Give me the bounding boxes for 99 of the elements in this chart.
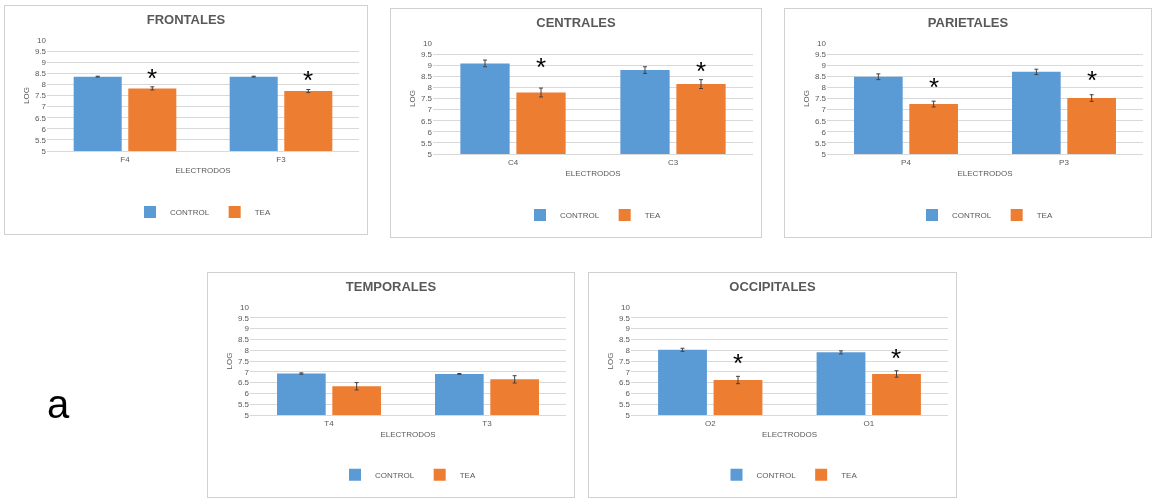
text: a: [47, 382, 70, 427]
x-tick-label: T4: [324, 418, 335, 428]
x-axis-title: ELECTRODOS: [380, 429, 436, 439]
x-tick-label: C4: [507, 157, 519, 167]
y-tick-label: 7: [821, 105, 827, 115]
annotation: *: [303, 65, 314, 95]
legend-label: TEA: [841, 470, 858, 480]
annotation: *: [696, 56, 707, 86]
y-tick-label: 6: [244, 389, 250, 399]
x-tick-label: O1: [863, 418, 875, 428]
chart-title: CENTRALES: [536, 15, 617, 31]
legend-label: TEA: [459, 470, 476, 480]
y-tick-label: 5: [625, 410, 631, 420]
y-tick-label: 6.5: [34, 113, 47, 123]
y-tick-label: 6: [625, 389, 631, 399]
y-tick-label: 5.5: [420, 138, 433, 148]
y-tick-label: 9: [821, 61, 827, 70]
y-tick-label: 9.5: [814, 49, 827, 59]
y-axis-title: LOG: [407, 90, 417, 107]
x-tick-label: O2: [704, 418, 717, 428]
x-tick-label: T3: [482, 418, 493, 428]
legend-label: CONTROL: [375, 470, 415, 480]
y-tick-label: 10: [817, 38, 827, 48]
y-tick-label: 5: [821, 149, 827, 159]
chart-title: OCCIPITALES: [729, 279, 817, 295]
y-tick-label: 9: [41, 58, 47, 67]
y-axis-title: LOG: [224, 352, 234, 370]
y-tick-label: 5.5: [814, 138, 827, 148]
y-tick-label: 7.5: [237, 356, 250, 366]
y-tick-label: 10: [37, 35, 47, 45]
legend-label: CONTROL: [560, 211, 600, 221]
y-tick-label: 6.5: [237, 378, 250, 388]
chart-title: PARIETALES: [927, 15, 1009, 31]
x-tick-label: F3: [276, 154, 287, 164]
y-tick-label: 9.5: [34, 46, 47, 56]
annotation: *: [147, 63, 158, 93]
legend-label: CONTROL: [170, 208, 210, 218]
legend-label: CONTROL: [952, 211, 992, 221]
y-tick-label: 7: [427, 105, 433, 115]
annotation: *: [733, 348, 744, 378]
y-tick-label: 5.5: [34, 135, 47, 145]
legend-label: TEA: [1036, 211, 1053, 221]
x-tick-label: C3: [667, 157, 679, 167]
legend-label: TEA: [644, 211, 661, 221]
y-tick-label: 8: [41, 80, 47, 90]
y-tick-label: 6.5: [420, 116, 433, 126]
x-axis-title: ELECTRODOS: [175, 165, 231, 175]
y-tick-label: 8.5: [420, 72, 433, 82]
y-tick-label: 5: [41, 146, 47, 156]
y-tick-label: 6: [427, 127, 433, 137]
y-tick-label: 9: [427, 61, 433, 70]
y-tick-label: 8.5: [814, 72, 827, 82]
y-tick-label: 7: [244, 367, 250, 377]
y-tick-label: 8: [821, 83, 827, 93]
y-axis-title: LOG: [21, 87, 31, 104]
y-tick-label: 6.5: [814, 116, 827, 126]
annotation: *: [929, 72, 940, 102]
y-tick-label: 5: [427, 149, 433, 159]
y-tick-label: 8: [625, 346, 631, 355]
y-tick-label: 7.5: [814, 94, 827, 104]
annotation: *: [1087, 65, 1098, 95]
y-tick-label: 6.5: [618, 378, 631, 388]
y-tick-label: 6: [821, 127, 827, 137]
y-tick-label: 8.5: [618, 335, 631, 345]
y-tick-label: 9: [625, 324, 631, 334]
y-tick-label: 8.5: [34, 69, 47, 79]
y-tick-label: 8.5: [237, 335, 250, 345]
annotation: *: [536, 52, 547, 82]
y-tick-label: 7: [625, 367, 631, 377]
chart-title: FRONTALES: [146, 12, 226, 28]
y-tick-label: 7.5: [34, 91, 47, 101]
y-tick-label: 8: [427, 83, 433, 93]
y-tick-label: 10: [423, 38, 433, 48]
y-tick-label: 10: [240, 302, 250, 312]
y-tick-label: 9.5: [420, 49, 433, 59]
legend-label: TEA: [254, 208, 271, 218]
x-tick-label: F4: [120, 154, 131, 164]
y-axis-title: LOG: [801, 90, 811, 107]
y-tick-label: 5: [244, 410, 250, 420]
y-tick-label: 7.5: [618, 356, 631, 366]
x-axis-title: ELECTRODOS: [761, 429, 818, 439]
y-tick-label: 9: [244, 324, 250, 334]
y-tick-label: 7: [41, 102, 47, 112]
x-tick-label: P3: [1059, 157, 1070, 167]
x-axis-title: ELECTRODOS: [565, 168, 621, 178]
y-tick-label: 5.5: [618, 400, 631, 409]
annotation: *: [891, 343, 902, 373]
chart-title: TEMPORALES: [345, 279, 437, 295]
y-tick-label: 8: [244, 346, 250, 355]
legend-label: CONTROL: [756, 470, 797, 480]
x-axis-title: ELECTRODOS: [957, 168, 1013, 178]
y-tick-label: 6: [41, 124, 47, 134]
y-tick-label: 9.5: [618, 313, 631, 323]
y-tick-label: 10: [621, 302, 631, 312]
y-axis-title: LOG: [605, 352, 615, 370]
y-tick-label: 9.5: [237, 313, 250, 323]
y-tick-label: 7.5: [420, 94, 433, 104]
y-tick-label: 5.5: [237, 400, 250, 409]
x-tick-label: P4: [901, 157, 912, 167]
